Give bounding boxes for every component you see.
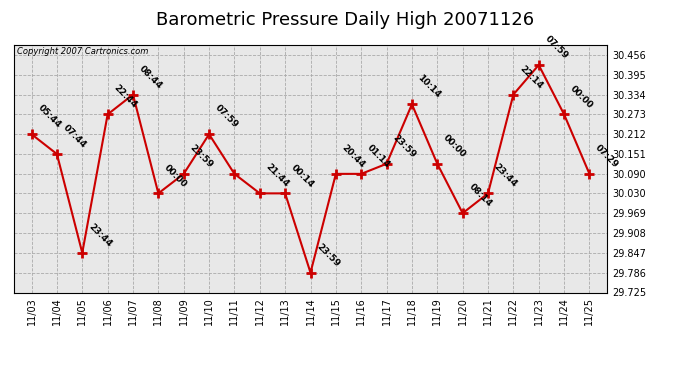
Text: 23:59: 23:59 bbox=[188, 143, 215, 170]
Text: 23:59: 23:59 bbox=[315, 242, 342, 268]
Text: 21:44: 21:44 bbox=[264, 162, 290, 189]
Text: 22:44: 22:44 bbox=[112, 84, 139, 110]
Text: 07:59: 07:59 bbox=[543, 34, 569, 61]
Text: 20:44: 20:44 bbox=[340, 143, 366, 170]
Text: 10:14: 10:14 bbox=[416, 74, 443, 100]
Text: 00:00: 00:00 bbox=[163, 163, 189, 189]
Text: 08:44: 08:44 bbox=[137, 64, 164, 90]
Text: Copyright 2007 Cartronics.com: Copyright 2007 Cartronics.com bbox=[17, 48, 148, 57]
Text: 08:14: 08:14 bbox=[467, 182, 493, 209]
Text: 00:00: 00:00 bbox=[442, 134, 468, 160]
Text: 00:00: 00:00 bbox=[569, 84, 595, 110]
Text: Barometric Pressure Daily High 20071126: Barometric Pressure Daily High 20071126 bbox=[156, 11, 534, 29]
Text: 23:44: 23:44 bbox=[492, 162, 519, 189]
Text: 23:59: 23:59 bbox=[391, 133, 417, 160]
Text: 22:14: 22:14 bbox=[518, 64, 544, 90]
Text: 00:14: 00:14 bbox=[289, 163, 316, 189]
Text: 07:59: 07:59 bbox=[213, 104, 240, 130]
Text: 07:29: 07:29 bbox=[593, 143, 620, 170]
Text: 01:14: 01:14 bbox=[366, 143, 392, 170]
Text: 07:44: 07:44 bbox=[61, 123, 88, 150]
Text: 05:44: 05:44 bbox=[36, 104, 62, 130]
Text: 23:44: 23:44 bbox=[86, 222, 113, 249]
